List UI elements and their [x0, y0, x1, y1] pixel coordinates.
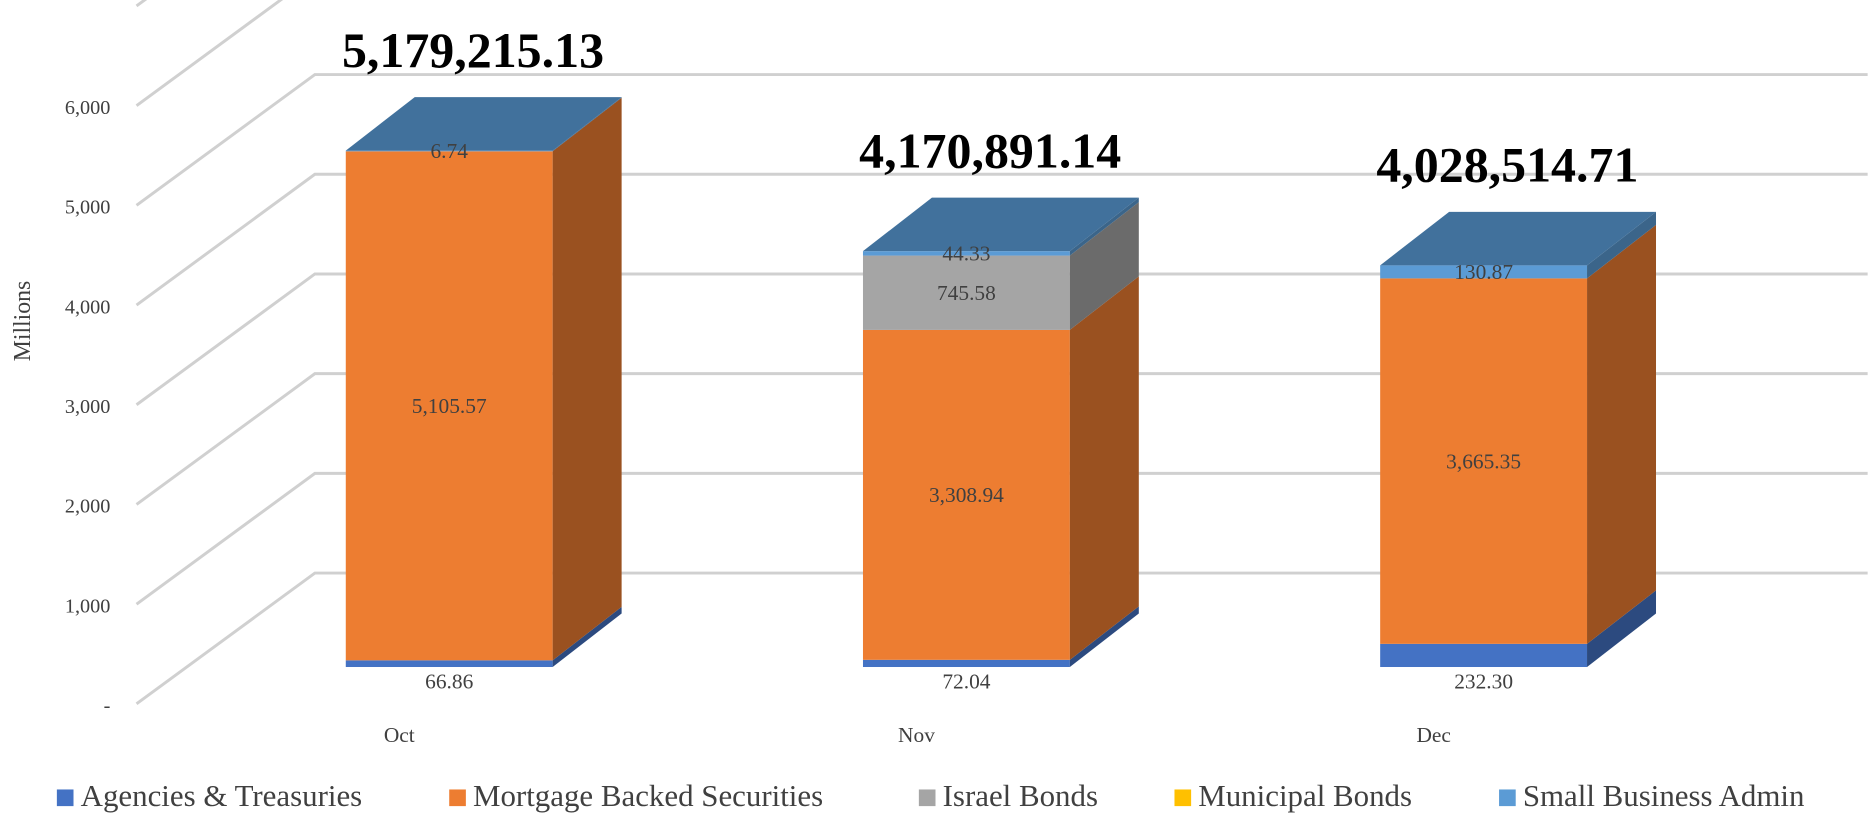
legend-swatch — [56, 789, 74, 807]
y-tick-label: 2,000 — [65, 496, 110, 518]
grid-line — [135, 0, 284, 107]
data-label: 44.33 — [942, 242, 990, 266]
total-label: 5,179,215.13 — [342, 23, 604, 78]
data-label: 5,105.57 — [412, 394, 487, 418]
bar-segment — [1380, 265, 1588, 279]
x-tick-label: Nov — [898, 723, 935, 747]
x-tick-label: Dec — [1416, 723, 1450, 747]
bar-segment — [862, 329, 1070, 660]
bar-segment — [345, 660, 553, 668]
y-tick-label: - — [104, 695, 111, 717]
bar-segment — [862, 659, 1070, 668]
data-label: 3,308.94 — [929, 483, 1004, 507]
bar-side — [1069, 606, 1139, 668]
grid-line — [135, 471, 1868, 606]
bar-side — [1069, 202, 1139, 330]
data-label: 3,665.35 — [1446, 449, 1521, 473]
bar-side — [1587, 224, 1657, 644]
legend-swatch — [1174, 789, 1192, 807]
legend-label: Municipal Bonds — [1198, 778, 1412, 813]
data-label: 745.58 — [937, 281, 996, 305]
bar-segment — [1380, 643, 1588, 668]
y-tick-label: 6,000 — [65, 97, 110, 119]
grid-line — [135, 172, 1868, 307]
grid-line — [135, 372, 1868, 506]
bar-segment — [1380, 278, 1588, 644]
legend-swatch — [918, 789, 936, 807]
y-tick-label: 1,000 — [65, 595, 110, 617]
data-label: 72.04 — [942, 670, 990, 694]
legend-label: Israel Bonds — [943, 778, 1098, 813]
grid-line — [135, 272, 1868, 406]
data-label: 232.30 — [1454, 670, 1513, 694]
bar-side — [1587, 211, 1657, 279]
total-label: 4,028,514.71 — [1376, 138, 1638, 193]
legend-swatch — [449, 789, 466, 807]
data-label: 6.74 — [430, 139, 468, 163]
bar-segment — [345, 151, 553, 661]
bar-side — [552, 606, 622, 668]
y-axis-title: Millions — [10, 281, 36, 362]
bar-side — [1069, 276, 1139, 660]
y-tick-label: 3,000 — [65, 396, 110, 418]
bar-top — [1380, 211, 1657, 266]
bar-side — [1069, 197, 1139, 256]
legend-swatch — [1499, 789, 1516, 807]
total-label: 4,170,891.14 — [859, 123, 1121, 178]
grid-line — [135, 73, 1868, 207]
bar-side — [1587, 590, 1657, 668]
data-label: 66.86 — [425, 670, 473, 694]
legend-label: Agencies & Treasuries — [81, 778, 363, 813]
y-tick-label: 4,000 — [65, 296, 110, 318]
legend-label: Small Business Admin — [1523, 778, 1805, 813]
data-label: 130.87 — [1454, 260, 1513, 284]
y-tick-label: 5,000 — [65, 197, 110, 219]
grid-line — [135, 571, 1868, 706]
bar-side — [552, 97, 622, 661]
legend-label: Mortgage Backed Securities — [473, 778, 823, 813]
bar-segment — [862, 251, 1070, 256]
x-tick-label: Oct — [384, 723, 415, 747]
bar-segment — [862, 255, 1070, 330]
bar-side — [552, 97, 622, 152]
bar-segment — [345, 150, 553, 152]
grid-line — [135, 0, 148, 8]
bar-top — [345, 97, 622, 151]
bar-top — [862, 197, 1139, 252]
